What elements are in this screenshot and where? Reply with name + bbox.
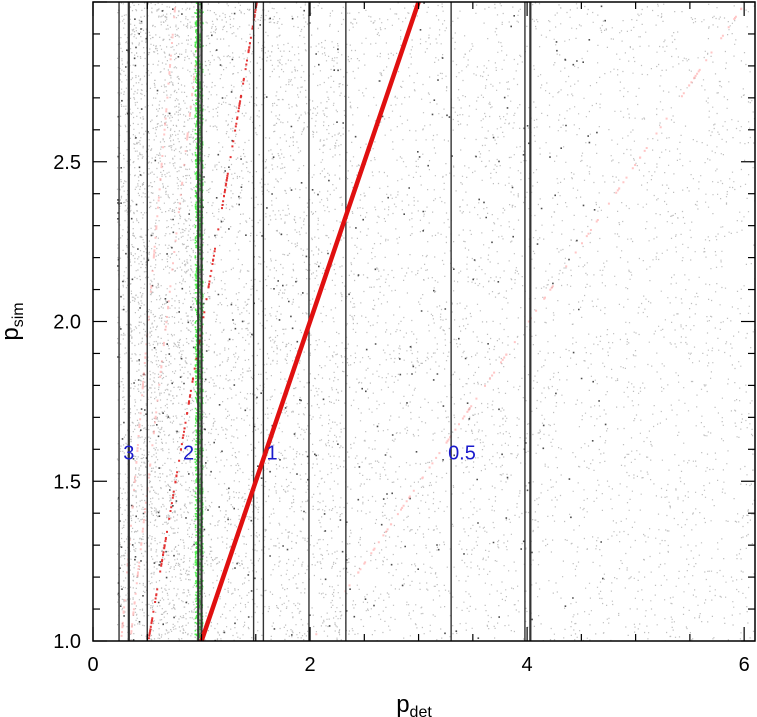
- y-tick-label: 1.0: [53, 631, 81, 653]
- annotations: 3 2 1 0.5: [123, 442, 476, 464]
- x-tick-label: 2: [304, 654, 315, 676]
- x-axis-label-main: p: [396, 691, 409, 717]
- x-tick-label: 6: [739, 654, 750, 676]
- alias-points: [129, 12, 203, 641]
- background-point-cloud: [116, 2, 755, 641]
- y-tick-label: 2.5: [53, 152, 81, 174]
- main-relation-line: [199, 2, 421, 641]
- background-points: [116, 2, 755, 641]
- alias-relation-2: [129, 12, 203, 641]
- harmonic-label: 2: [183, 442, 194, 464]
- vertical-lines: [118, 2, 532, 641]
- y-axis-label-sub: sim: [10, 302, 27, 327]
- harmonic-label: 3: [123, 442, 134, 464]
- harmonic-label: 0.5: [448, 442, 476, 464]
- axis-labels: pdetpsim: [0, 302, 432, 717]
- alias-relation-3: [120, 7, 176, 637]
- alias-points: [310, 7, 743, 641]
- alias-points: [120, 7, 176, 637]
- axes: 0 2 4 6 1.0 1.5 2.0 2.5: [53, 1, 756, 676]
- y-axis-label-main: p: [0, 327, 24, 340]
- alias-relation-1: [147, 2, 258, 641]
- x-axis-label-sub: det: [410, 704, 433, 717]
- dark-point-speckles: [117, 2, 607, 641]
- plot-area: [116, 2, 755, 641]
- x-tick-label: 0: [87, 654, 98, 676]
- alias-points: [147, 2, 258, 641]
- alias-relation-4: [310, 7, 743, 641]
- x-axis-label: pdet: [396, 691, 432, 717]
- y-tick-label: 1.5: [53, 471, 81, 493]
- y-tick-label: 2.0: [53, 312, 81, 334]
- x-tick-label: 4: [522, 654, 533, 676]
- harmonic-label: 1: [267, 442, 278, 464]
- y-axis-label: psim: [0, 302, 27, 340]
